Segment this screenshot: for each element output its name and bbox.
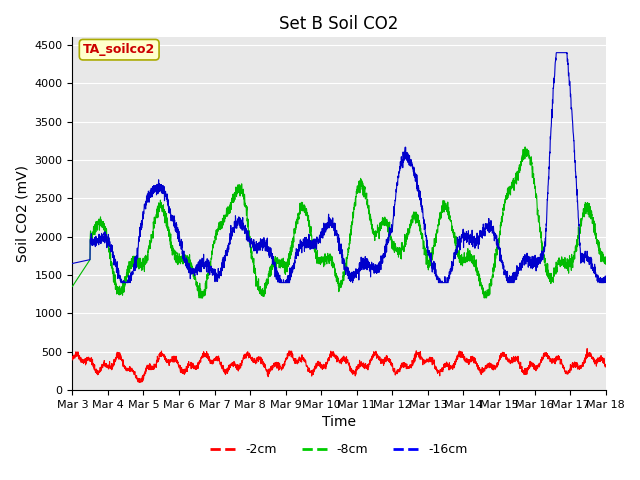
Text: TA_soilco2: TA_soilco2 — [83, 43, 156, 56]
Legend: -2cm, -8cm, -16cm: -2cm, -8cm, -16cm — [205, 438, 473, 461]
Y-axis label: Soil CO2 (mV): Soil CO2 (mV) — [15, 165, 29, 262]
X-axis label: Time: Time — [322, 415, 356, 429]
Title: Set B Soil CO2: Set B Soil CO2 — [279, 15, 399, 33]
